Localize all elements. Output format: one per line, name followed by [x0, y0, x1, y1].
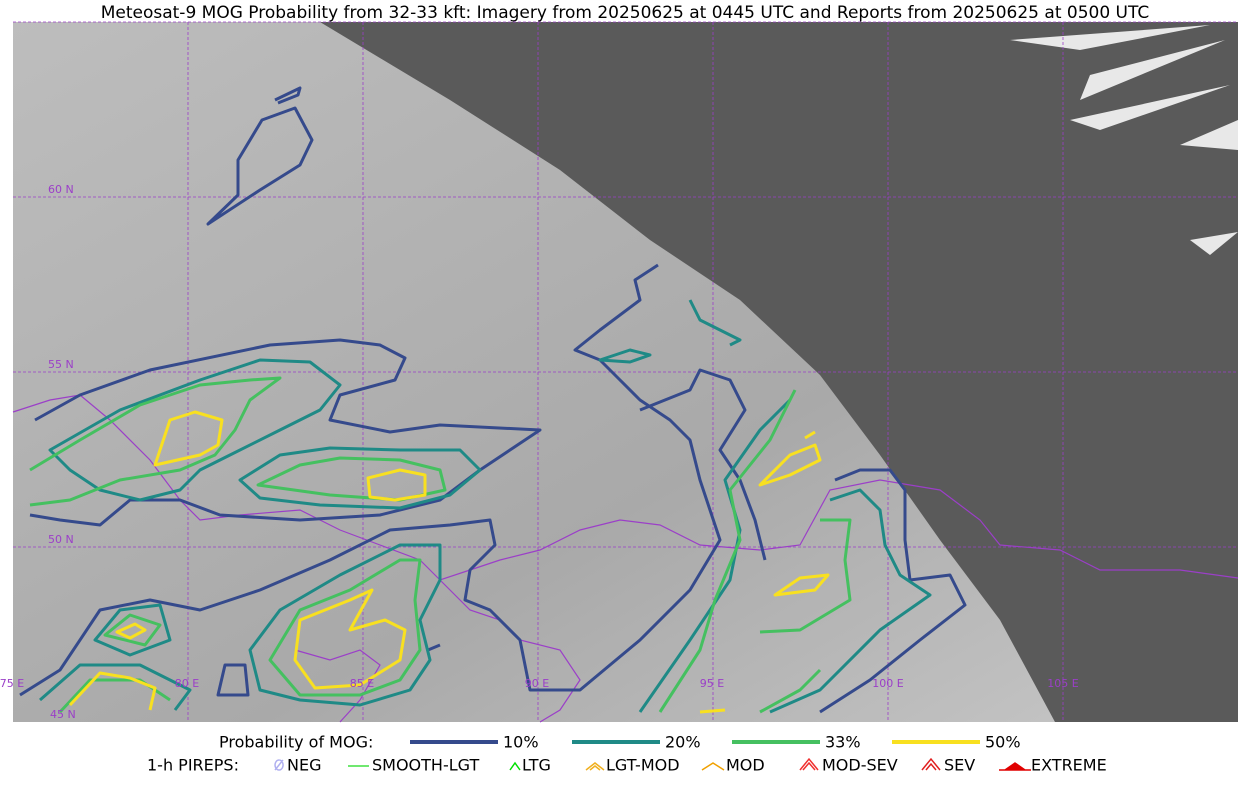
- pirep-icon: [585, 762, 605, 771]
- legend: Probability of MOG: 1-h PIREPS: 10% 20% 33…: [147, 733, 1107, 775]
- lon-label: 80 E: [175, 677, 199, 690]
- pirep-icon: [999, 762, 1031, 771]
- legend-text: EXTREME: [1031, 756, 1107, 775]
- lon-label: 85 E: [350, 677, 374, 690]
- title: Meteosat-9 MOG Probability from 32-33 kf…: [101, 3, 1150, 23]
- lat-label: 45 N: [50, 708, 76, 721]
- pirep-icon: [799, 757, 819, 771]
- lat-label: 60 N: [48, 183, 74, 196]
- lon-label: 90 E: [525, 677, 549, 690]
- legend-label: 1-h PIREPS:: [147, 756, 239, 775]
- grid: [13, 21, 1238, 722]
- clouds: [1010, 25, 1238, 255]
- lon-label: 100 E: [872, 677, 903, 690]
- legend-label: Probability of MOG:: [219, 733, 373, 752]
- lon-label: 75 E: [0, 677, 24, 690]
- legend-text: MOD-SEV: [822, 756, 898, 775]
- legend-text: SMOOTH-LGT: [372, 756, 479, 775]
- lon-label: 105 E: [1047, 677, 1078, 690]
- pirep-icon: [509, 761, 521, 771]
- legend-text: 10%: [503, 733, 539, 752]
- lat-label: 50 N: [48, 533, 74, 546]
- lon-label: 95 E: [700, 677, 724, 690]
- contours: [19, 86, 967, 714]
- legend-text: LTG: [522, 756, 551, 775]
- legend-text: 33%: [825, 733, 861, 752]
- legend-text: 50%: [985, 733, 1021, 752]
- legend-text: 20%: [665, 733, 701, 752]
- map: 60 N 55 N 50 N 45 N 75 E 80 E 85 E 90 E …: [0, 21, 1239, 723]
- pirep-icon: [921, 757, 941, 771]
- legend-text: MOD: [726, 756, 765, 775]
- pirep-icon: [701, 762, 725, 771]
- lat-label: 55 N: [48, 358, 74, 371]
- legend-text: LGT-MOD: [606, 756, 680, 775]
- pirep-icon: [274, 759, 284, 771]
- legend-text: SEV: [944, 756, 975, 775]
- legend-text: NEG: [287, 756, 321, 775]
